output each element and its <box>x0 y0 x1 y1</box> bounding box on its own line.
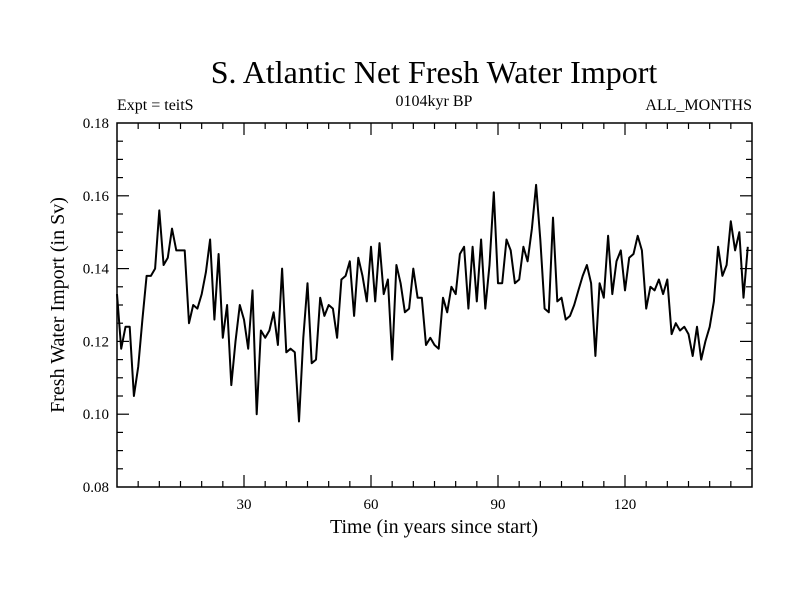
y-tick-label: 0.10 <box>83 407 109 423</box>
axis-ticks <box>117 123 752 487</box>
expt-label: Expt = teitS <box>117 97 194 114</box>
period-label: 0104kyr BP <box>396 93 473 110</box>
y-tick-label: 0.14 <box>83 262 110 278</box>
months-label: ALL_MONTHS <box>645 97 752 114</box>
x-tick-label: 30 <box>237 497 252 513</box>
x-tick-label: 60 <box>364 497 379 513</box>
x-axis-label: Time (in years since start) <box>330 516 538 538</box>
x-tick-label: 120 <box>614 497 637 513</box>
chart-title: S. Atlantic Net Fresh Water Import <box>211 54 658 90</box>
x-tick-label: 90 <box>491 497 506 513</box>
y-tick-label: 0.18 <box>83 116 109 132</box>
data-series-line <box>116 183 749 423</box>
y-tick-label: 0.08 <box>83 480 109 496</box>
y-tick-label: 0.12 <box>83 334 109 350</box>
axis-tick-labels: 30 60 90 120 0.08 0.10 0.12 0.14 0.16 0.18 <box>83 116 637 513</box>
plot-frame <box>116 122 753 488</box>
y-tick-label: 0.16 <box>83 189 110 205</box>
y-axis-label: Fresh Water Import (in Sv) <box>47 197 69 413</box>
